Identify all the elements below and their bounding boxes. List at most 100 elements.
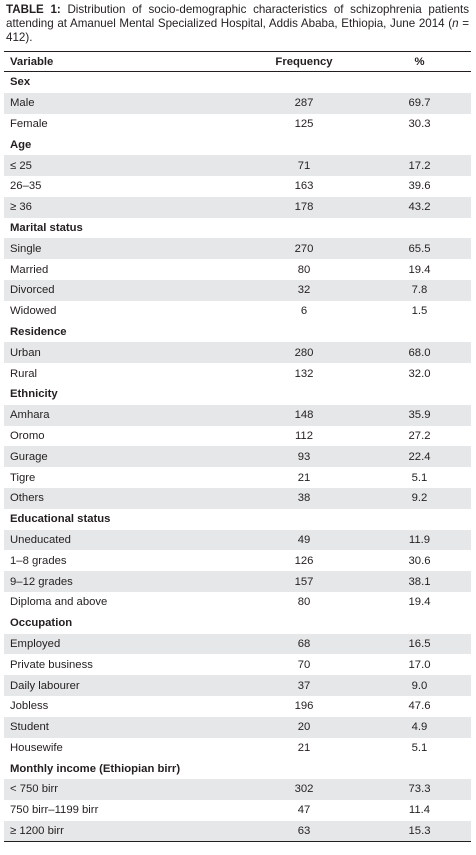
data-row: Urban 280 68.0 <box>4 342 471 364</box>
cell: 73.3 <box>408 783 431 796</box>
cell: Female <box>10 117 48 130</box>
data-row: Tigre 21 5.1 <box>4 467 471 488</box>
caption-label: TABLE 1: <box>6 3 61 16</box>
cell: 63 <box>297 825 311 838</box>
data-row: Diploma and above 80 19.4 <box>4 592 471 613</box>
cell: 30.6 <box>408 554 431 567</box>
data-row: Amhara 148 35.9 <box>4 404 471 426</box>
cell: 9.2 <box>411 492 428 505</box>
cell: Private business <box>10 658 93 671</box>
cell: 20 <box>297 721 311 734</box>
cell: 132 <box>294 367 314 380</box>
cell: 27.2 <box>408 429 431 442</box>
cell: 4.9 <box>411 721 428 734</box>
group-title: Occupation <box>10 617 73 630</box>
cell: 19.4 <box>408 596 431 609</box>
cell: 17.2 <box>408 159 431 172</box>
cell: 196 <box>294 700 314 713</box>
cell: 112 <box>294 429 313 442</box>
data-row: Student 20 4.9 <box>4 716 471 738</box>
data-row: 26–35 163 39.6 <box>4 176 471 197</box>
data-row: Others 38 9.2 <box>4 487 471 509</box>
cell: 39.6 <box>408 180 431 193</box>
cell: Male <box>10 97 35 110</box>
cell: Jobless <box>10 700 49 713</box>
group-row: Marital status <box>4 218 471 239</box>
group-title: Monthly income (Ethiopian birr) <box>10 762 181 775</box>
data-row: 1–8 grades 126 30.6 <box>4 550 471 571</box>
cell: 5.1 <box>411 741 428 754</box>
cell: Amhara <box>10 409 50 422</box>
cell: 43.2 <box>408 201 431 214</box>
group-title: Sex <box>10 76 31 89</box>
cell: 49 <box>297 533 311 546</box>
data-row: Gurage 93 22.4 <box>4 446 471 468</box>
cell: 302 <box>294 783 314 796</box>
cell: 270 <box>294 242 314 255</box>
cell: Tigre <box>10 471 36 484</box>
cell: 16.5 <box>408 637 431 650</box>
cell: Widowed <box>10 305 57 318</box>
cell: Gurage <box>10 450 48 463</box>
data-row: Oromo 112 27.2 <box>4 426 471 447</box>
cell: 32 <box>297 284 311 297</box>
cell: 69.7 <box>408 97 431 110</box>
data-row: < 750 birr 302 73.3 <box>4 779 471 800</box>
cell: Uneducated <box>10 533 71 546</box>
group-row: Occupation <box>4 613 471 634</box>
cell: 65.5 <box>408 242 431 255</box>
cell: 6 <box>300 305 308 318</box>
cell: Married <box>10 263 49 276</box>
cell: Urban <box>10 346 41 359</box>
group-row: Age <box>4 134 471 155</box>
group-title: Ethnicity <box>10 388 58 401</box>
header-row: Variable Frequency% <box>4 52 471 72</box>
data-row: Divorced 32 7.8 <box>4 279 471 301</box>
cell: Student <box>10 721 49 734</box>
cell: 15.3 <box>408 825 431 838</box>
cell: ≥ 36 <box>10 201 32 214</box>
table-caption: TABLE 1: Distribution of socio-demograph… <box>6 3 469 45</box>
cell: 1.5 <box>411 305 428 318</box>
cell: 30.3 <box>408 117 431 130</box>
cell: 126 <box>294 554 314 567</box>
data-row: Male 287 69.7 <box>4 92 471 114</box>
cell: 70 <box>297 658 311 671</box>
cell: 5.1 <box>411 471 428 484</box>
data-row: 9–12 grades 157 38.1 <box>4 571 471 592</box>
cell: Diploma and above <box>10 596 108 609</box>
group-title: Residence <box>10 325 67 338</box>
cell: 7.8 <box>411 284 428 297</box>
cell: Single <box>10 242 42 255</box>
group-row: Educational status <box>4 509 471 530</box>
data-row: Housewife 21 5.1 <box>4 738 471 759</box>
cell: 1–8 grades <box>10 554 67 567</box>
cell: Employed <box>10 637 61 650</box>
cell: ≤ 25 <box>10 159 32 172</box>
cell: ≥ 1200 birr <box>10 825 64 838</box>
cell: 38.1 <box>408 575 431 588</box>
cell: 750 birr–1199 birr <box>10 804 99 817</box>
cell: 157 <box>294 575 314 588</box>
cell: 11.4 <box>408 804 431 817</box>
cell: Oromo <box>10 429 45 442</box>
cell: 9.0 <box>411 679 428 692</box>
caption-n: n <box>452 17 459 30</box>
group-row: Ethnicity <box>4 384 471 405</box>
group-row: Residence <box>4 322 471 343</box>
header-cell: Frequency <box>275 55 333 68</box>
cell: 9–12 grades <box>10 575 73 588</box>
data-row: Uneducated 49 11.9 <box>4 529 471 551</box>
group-row: Monthly income (Ethiopian birr) <box>4 758 471 779</box>
group-title: Marital status <box>10 221 83 234</box>
cell: 125 <box>294 117 314 130</box>
data-row: Jobless 196 47.6 <box>4 696 471 717</box>
cell: 287 <box>294 97 314 110</box>
cell: Rural <box>10 367 37 380</box>
data-row: Rural 132 32.0 <box>4 363 471 384</box>
cell: 38 <box>297 492 311 505</box>
cell: 178 <box>294 201 314 214</box>
cell: 21 <box>297 471 311 484</box>
data-row: Employed 68 16.5 <box>4 633 471 655</box>
